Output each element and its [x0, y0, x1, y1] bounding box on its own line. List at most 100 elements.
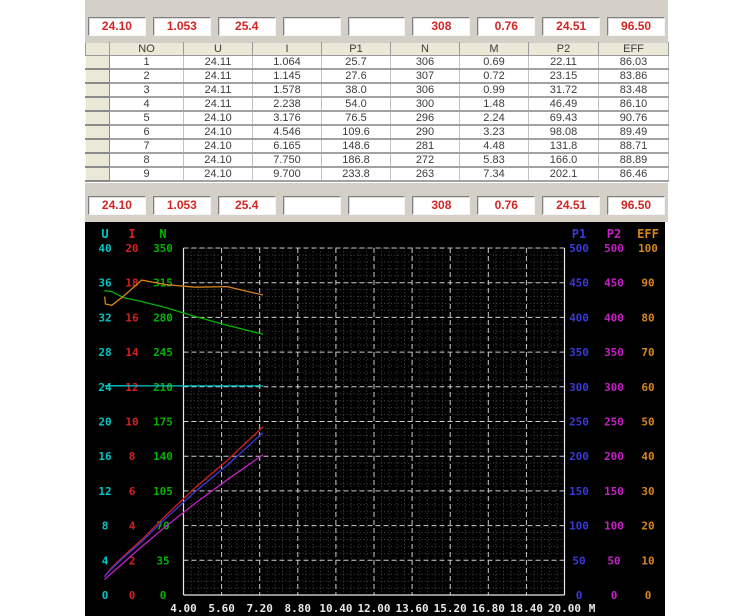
tick-label-p1: 150	[569, 485, 589, 498]
readout-field-8[interactable]: 24.51	[542, 196, 601, 215]
tick-label-i: 0	[129, 589, 136, 602]
tick-label-p2: 150	[604, 485, 624, 498]
table-corner-cell	[85, 42, 110, 56]
readout-field-1[interactable]: 24.10	[88, 196, 146, 215]
table-cell: 9.700	[252, 167, 322, 182]
table-cell: 5.83	[459, 153, 529, 168]
row-selector-cell[interactable]	[85, 55, 110, 70]
table-cell: 69.43	[528, 111, 599, 126]
tick-label-p1: 250	[569, 416, 589, 429]
readout-field-8[interactable]: 24.51	[542, 17, 601, 36]
tick-label-u: 32	[98, 311, 111, 324]
table-row[interactable]: 3 24.11 1.578 38.0 306 0.99 31.72 83.48	[85, 82, 669, 98]
column-header-p2: P2	[528, 42, 599, 56]
x-tick-label: 10.40	[319, 602, 352, 615]
table-row[interactable]: 9 24.10 9.700 233.8 263 7.34 202.1 86.46	[85, 166, 669, 182]
table-cell: 31.72	[528, 83, 599, 98]
tick-label-p1: 450	[569, 277, 589, 290]
tick-label-p2: 50	[607, 554, 620, 567]
tick-label-i: 6	[129, 485, 136, 498]
tick-label-u: 20	[98, 416, 111, 429]
table-cell: 290	[390, 125, 460, 140]
table-cell: 296	[390, 111, 460, 126]
x-tick-label: 18.40	[510, 602, 543, 615]
tick-label-eff: 30	[641, 485, 654, 498]
row-selector-cell[interactable]	[85, 96, 110, 112]
readout-field-2[interactable]: 1.053	[152, 17, 211, 36]
table-cell: 8	[109, 153, 184, 168]
table-cell: 5	[109, 111, 184, 126]
readout-field-6[interactable]: 308	[412, 196, 471, 215]
readout-field-3[interactable]: 25.4	[217, 17, 276, 36]
performance-chart: U 40 36 32 28 24 20 16 12 8 4 0 I 20 18 16 14 12 10 8 6 4 2 0 N 3…	[85, 222, 665, 616]
table-cell: 307	[390, 69, 460, 84]
readout-field-2[interactable]: 1.053	[152, 196, 211, 215]
table-cell: 24.10	[183, 153, 253, 168]
row-selector-cell[interactable]	[85, 166, 110, 182]
axis-title-n: N	[159, 227, 166, 241]
tick-label-p2: 300	[604, 381, 624, 394]
tick-label-eff: 50	[641, 416, 654, 429]
column-header-u: U	[183, 42, 253, 56]
readout-field-9[interactable]: 96.50	[607, 196, 666, 215]
tick-label-u: 12	[98, 485, 111, 498]
readout-field-4[interactable]	[282, 17, 341, 36]
row-selector-cell[interactable]	[85, 82, 110, 98]
table-cell: 186.8	[321, 153, 391, 168]
readout-field-7[interactable]: 0.76	[477, 17, 536, 36]
table-cell: 24.11	[183, 83, 253, 98]
table-cell: 2	[109, 69, 184, 84]
tick-label-u: 40	[98, 242, 111, 255]
row-selector-cell[interactable]	[85, 138, 110, 154]
readout-field-5[interactable]	[347, 196, 406, 215]
tick-label-n: 70	[156, 520, 169, 533]
table-row[interactable]: 8 24.10 7.750 186.8 272 5.83 166.0 88.89	[85, 152, 669, 168]
readout-field-7[interactable]: 0.76	[477, 196, 536, 215]
tick-label-eff: 90	[641, 277, 654, 290]
table-cell: 1.064	[252, 55, 322, 70]
readout-field-9[interactable]: 96.50	[607, 17, 666, 36]
table-cell: 9	[109, 167, 184, 182]
row-selector-cell[interactable]	[85, 152, 110, 168]
table-row[interactable]: 5 24.10 3.176 76.5 296 2.24 69.43 90.76	[85, 110, 669, 126]
readout-field-1[interactable]: 24.10	[88, 17, 146, 36]
table-row[interactable]: 6 24.10 4.546 109.6 290 3.23 98.08 89.49	[85, 124, 669, 140]
row-selector-cell[interactable]	[85, 124, 110, 140]
table-cell: 202.1	[528, 167, 599, 182]
table-cell: 38.0	[321, 83, 391, 98]
readout-field-5[interactable]	[347, 17, 406, 36]
readout-field-4[interactable]	[282, 196, 341, 215]
table-cell: 0.99	[459, 83, 529, 98]
table-cell: 233.8	[321, 167, 391, 182]
table-row[interactable]: 1 24.11 1.064 25.7 306 0.69 22.11 86.03	[85, 55, 669, 70]
tick-label-i: 4	[129, 520, 136, 533]
readout-field-6[interactable]: 308	[412, 17, 471, 36]
table-cell: 2.238	[252, 97, 322, 112]
axis-title-u: U	[101, 227, 108, 241]
curve-p2	[104, 454, 264, 581]
tick-label-p1: 0	[576, 589, 583, 602]
x-axis-unit-label: M	[589, 602, 596, 615]
row-selector-cell[interactable]	[85, 110, 110, 126]
x-tick-label: 15.20	[434, 602, 467, 615]
readout-field-3[interactable]: 25.4	[217, 196, 276, 215]
table-row[interactable]: 2 24.11 1.145 27.6 307 0.72 23.15 83.86	[85, 68, 669, 84]
x-tick-label: 4.00	[170, 602, 197, 615]
tick-label-n: 140	[153, 450, 173, 463]
table-row[interactable]: 7 24.10 6.165 148.6 281 4.48 131.8 88.71	[85, 138, 669, 154]
x-tick-label: 8.80	[285, 602, 312, 615]
table-header-row: NO U I P1 N M P2 EFF	[85, 42, 669, 56]
table-row[interactable]: 4 24.11 2.238 54.0 300 1.48 46.49 86.10	[85, 96, 669, 112]
curve-n	[104, 289, 264, 335]
table-cell: 27.6	[321, 69, 391, 84]
table-cell: 24.11	[183, 69, 253, 84]
x-tick-label: 13.60	[396, 602, 429, 615]
table-cell: 131.8	[528, 139, 599, 154]
table-cell: 24.11	[183, 55, 253, 70]
table-cell: 0.72	[459, 69, 529, 84]
table-cell: 272	[390, 153, 460, 168]
row-selector-cell[interactable]	[85, 68, 110, 84]
top-readout-row: 24.10 1.053 25.4 308 0.76 24.51 96.50	[85, 0, 668, 36]
table-cell: 4.48	[459, 139, 529, 154]
